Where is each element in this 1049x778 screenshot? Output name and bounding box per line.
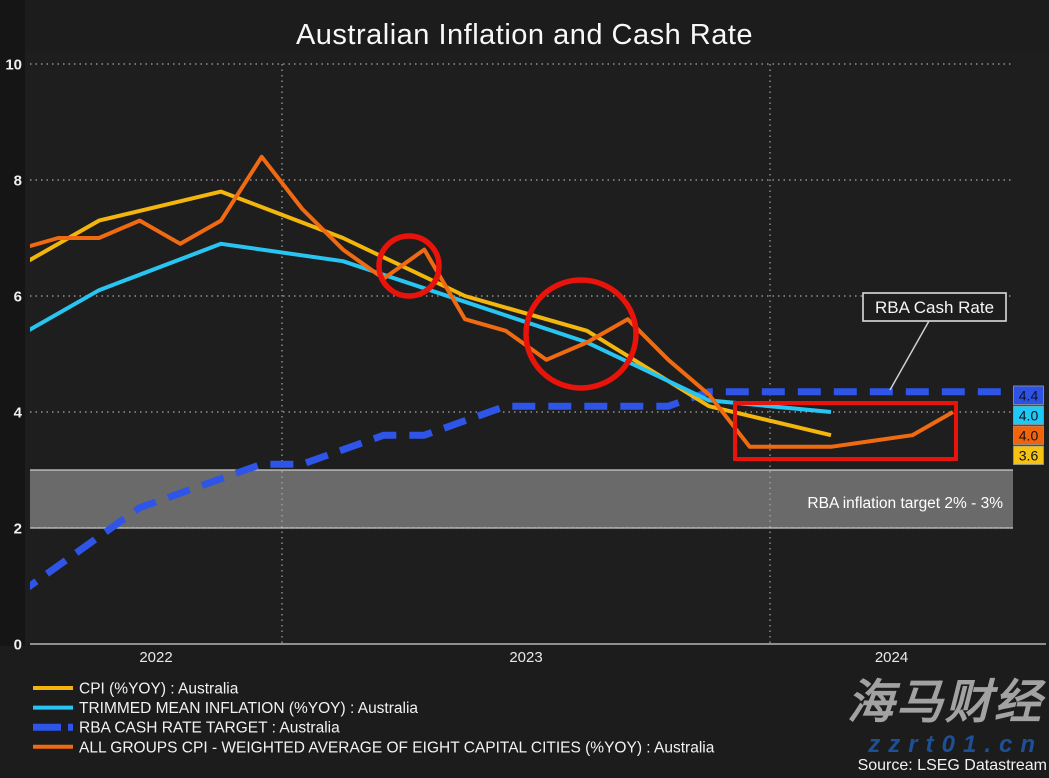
watermark-domain: zzrt01.cn — [868, 731, 1043, 758]
value-tag-text: 4.0 — [1019, 428, 1039, 444]
highlight-circle — [523, 277, 639, 391]
axes: 0 2 4 6 8 10 2022 2023 2024 — [5, 57, 1046, 666]
value-tag-text: 4.0 — [1019, 408, 1039, 424]
callout-arrow-line — [889, 320, 930, 391]
highlight-circle — [376, 233, 442, 299]
x-tick-label: 2024 — [875, 649, 908, 666]
legend: CPI (%YOY) : Australia TRIMMED MEAN INFLA… — [33, 681, 715, 756]
chart-title: Australian Inflation and Cash Rate — [295, 19, 754, 51]
value-tag — [1013, 425, 1044, 445]
y-tick-label: 0 — [14, 637, 22, 654]
series-line-1 — [30, 241, 832, 414]
value-tag-text: 3.6 — [1019, 448, 1039, 464]
watermark-cn: 海马财经 — [847, 675, 1043, 728]
y-tick-label: 4 — [14, 405, 23, 422]
legend-item-label: TRIMMED MEAN INFLATION (%YOY) : Australi… — [79, 700, 418, 717]
legend-item-label: ALL GROUPS CPI - WEIGHTED AVERAGE OF EIG… — [79, 739, 715, 756]
value-tag-text: 4.4 — [1019, 388, 1039, 404]
value-tag — [1013, 405, 1044, 425]
cash-rate-callout: RBA Cash Rate — [862, 292, 1007, 391]
target-band — [30, 469, 1013, 529]
highlight-rect — [733, 401, 958, 461]
last-value-tags: 4.4 4.0 4.0 3.6 — [1013, 385, 1044, 465]
value-tag — [1013, 445, 1044, 465]
inflation-target-band — [30, 470, 1013, 528]
series-line-2 — [30, 388, 1013, 591]
y-tick-label: 2 — [14, 521, 22, 538]
y-tick-label: 6 — [14, 289, 22, 306]
series-line-3 — [30, 154, 954, 449]
band-label: RBA inflation target 2% - 3% — [807, 495, 1003, 512]
callout-label: RBA Cash Rate — [875, 298, 994, 317]
value-tag — [1013, 385, 1044, 405]
left-gutter — [0, 0, 25, 646]
x-tick-label: 2023 — [509, 649, 542, 666]
source-text: Source: LSEG Datastream — [857, 757, 1047, 774]
callout-box — [862, 292, 1007, 322]
x-tick-label: 2022 — [139, 649, 172, 666]
y-tick-label: 10 — [5, 57, 22, 74]
plot-background — [25, 52, 1049, 644]
y-tick-label: 8 — [14, 173, 22, 190]
annotations — [376, 233, 958, 461]
legend-item-label: RBA CASH RATE TARGET : Australia — [79, 720, 340, 737]
legend-item-label: CPI (%YOY) : Australia — [79, 681, 239, 698]
series-line-0 — [30, 189, 832, 438]
series-lines — [30, 154, 1013, 591]
